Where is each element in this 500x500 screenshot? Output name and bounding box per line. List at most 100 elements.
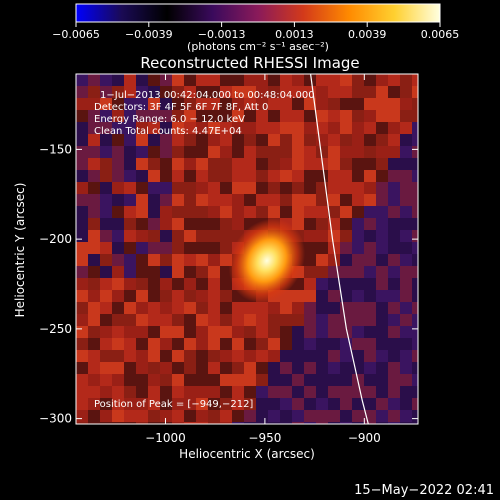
heatmap-cell <box>136 230 148 242</box>
heatmap-cell <box>136 194 148 206</box>
heatmap-cell <box>220 110 232 122</box>
heatmap-cell <box>352 422 364 424</box>
heatmap-cell <box>364 98 376 110</box>
heatmap-cell <box>136 242 148 254</box>
heatmap-cell <box>88 398 100 410</box>
heatmap-cell <box>352 206 364 218</box>
heatmap-cell <box>184 398 196 410</box>
heatmap-cell <box>100 326 112 338</box>
heatmap-cell <box>124 146 136 158</box>
heatmap-cell <box>400 302 412 314</box>
heatmap-cell <box>412 398 418 410</box>
heatmap-cell <box>124 386 136 398</box>
heatmap-cell <box>112 74 124 86</box>
heatmap-cell <box>124 338 136 350</box>
heatmap-cell <box>352 386 364 398</box>
heatmap-cell <box>412 134 418 146</box>
heatmap-cell <box>328 146 340 158</box>
heatmap-cell <box>88 338 100 350</box>
heatmap-cell <box>400 314 412 326</box>
heatmap-cell <box>172 182 184 194</box>
heatmap-cell <box>376 134 388 146</box>
heatmap-cell <box>256 362 268 374</box>
heatmap-cell <box>412 110 418 122</box>
heatmap-cell <box>136 122 148 134</box>
heatmap-cell <box>172 194 184 206</box>
heatmap-cell <box>88 326 100 338</box>
heatmap-cell <box>352 278 364 290</box>
heatmap-cell <box>412 278 418 290</box>
heatmap-cell <box>376 266 388 278</box>
heatmap-cell <box>172 314 184 326</box>
heatmap-cell <box>148 194 160 206</box>
heatmap-cell <box>112 254 124 266</box>
heatmap-cell <box>196 374 208 386</box>
heatmap-cell <box>280 194 292 206</box>
heatmap-cell <box>136 398 148 410</box>
heatmap-cell <box>196 290 208 302</box>
heatmap-cell <box>304 194 316 206</box>
heatmap-cell <box>196 122 208 134</box>
heatmap-cell <box>172 254 184 266</box>
heatmap-cell <box>352 398 364 410</box>
heatmap-cell <box>124 266 136 278</box>
heatmap-cell <box>268 386 280 398</box>
heatmap-cell <box>268 302 280 314</box>
heatmap-cell <box>232 134 244 146</box>
heatmap-cell <box>148 98 160 110</box>
heatmap-cell <box>304 98 316 110</box>
heatmap-cell <box>172 122 184 134</box>
heatmap-cell <box>316 194 328 206</box>
heatmap-cell <box>76 290 88 302</box>
heatmap-cell <box>136 218 148 230</box>
heatmap-cell <box>208 110 220 122</box>
heatmap-cell <box>256 314 268 326</box>
heatmap-cell <box>388 122 400 134</box>
colorbar-unit-label: (photons cm⁻² s⁻¹ asec⁻²) <box>187 40 329 53</box>
heatmap-cell <box>328 134 340 146</box>
heatmap-cell <box>136 290 148 302</box>
heatmap-cell <box>184 386 196 398</box>
heatmap-cell <box>208 242 220 254</box>
heatmap-cell <box>388 386 400 398</box>
heatmap-cell <box>124 302 136 314</box>
heatmap-cell <box>136 410 148 422</box>
heatmap-cell <box>232 326 244 338</box>
heatmap-cell <box>76 206 88 218</box>
heatmap-cell <box>184 206 196 218</box>
heatmap-cell <box>148 218 160 230</box>
heatmap-cell <box>88 158 100 170</box>
heatmap-cell <box>292 362 304 374</box>
heatmap-cell <box>136 374 148 386</box>
heatmap-cell <box>292 110 304 122</box>
heatmap-cell <box>244 302 256 314</box>
heatmap-cell <box>304 146 316 158</box>
heatmap-cell <box>208 170 220 182</box>
heatmap-cell <box>376 122 388 134</box>
heatmap-cell <box>148 254 160 266</box>
heatmap-cell <box>328 158 340 170</box>
heatmap-cell <box>304 338 316 350</box>
heatmap-cell <box>412 74 418 86</box>
heatmap-cell <box>316 146 328 158</box>
heatmap-cell <box>328 278 340 290</box>
heatmap-cell <box>124 362 136 374</box>
heatmap-cell <box>100 218 112 230</box>
heatmap-cell <box>184 158 196 170</box>
heatmap-cell <box>148 278 160 290</box>
heatmap-cell <box>316 314 328 326</box>
heatmap-cell <box>148 314 160 326</box>
heatmap-cell <box>388 110 400 122</box>
heatmap-cell <box>388 422 400 424</box>
heatmap-cell <box>376 230 388 242</box>
heatmap-cell <box>232 350 244 362</box>
heatmap-cell <box>352 122 364 134</box>
heatmap-cell <box>376 254 388 266</box>
heatmap-cell <box>220 170 232 182</box>
heatmap-cell <box>292 194 304 206</box>
heatmap-cell <box>376 410 388 422</box>
heatmap-cell <box>148 302 160 314</box>
heatmap-cell <box>340 398 352 410</box>
heatmap-cell <box>328 374 340 386</box>
heatmap-cell <box>172 278 184 290</box>
